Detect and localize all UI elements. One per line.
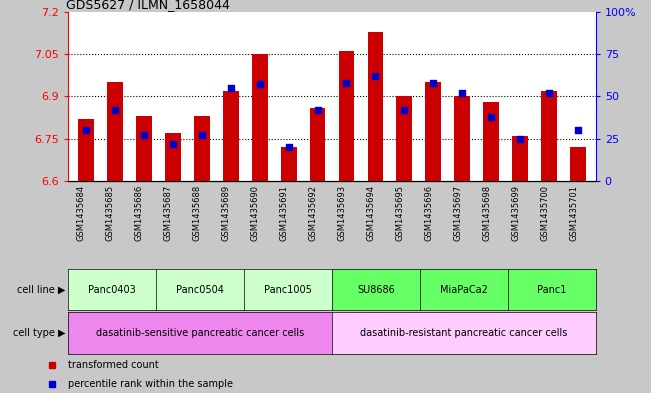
- Text: GSM1435689: GSM1435689: [221, 185, 230, 241]
- Bar: [77, 119, 94, 181]
- Text: GSM1435691: GSM1435691: [279, 185, 288, 241]
- Bar: [310, 108, 326, 181]
- Point: [81, 127, 91, 133]
- Text: Panc0403: Panc0403: [89, 285, 136, 295]
- Bar: [193, 116, 210, 181]
- Point: [370, 73, 381, 79]
- Bar: [542, 91, 557, 181]
- Point: [486, 114, 497, 120]
- Text: MiaPaCa2: MiaPaCa2: [440, 285, 488, 295]
- Bar: [281, 147, 296, 181]
- Point: [457, 90, 467, 96]
- Bar: [368, 31, 383, 181]
- Point: [573, 127, 583, 133]
- Text: cell type ▶: cell type ▶: [13, 328, 66, 338]
- Text: dasatinib-resistant pancreatic cancer cells: dasatinib-resistant pancreatic cancer ce…: [360, 328, 568, 338]
- Bar: [135, 116, 152, 181]
- Text: GSM1435684: GSM1435684: [77, 185, 86, 241]
- Text: GSM1435690: GSM1435690: [251, 185, 260, 241]
- Text: GSM1435701: GSM1435701: [569, 185, 578, 241]
- Point: [399, 107, 409, 113]
- Bar: [339, 51, 354, 181]
- Text: Panc0504: Panc0504: [176, 285, 224, 295]
- Text: percentile rank within the sample: percentile rank within the sample: [68, 379, 233, 389]
- Text: SU8686: SU8686: [357, 285, 395, 295]
- Text: GSM1435695: GSM1435695: [395, 185, 404, 241]
- Point: [283, 144, 294, 150]
- Point: [515, 135, 525, 141]
- Point: [544, 90, 555, 96]
- Bar: [484, 102, 499, 181]
- Bar: [251, 54, 268, 181]
- Point: [139, 132, 149, 138]
- Point: [225, 84, 236, 91]
- Point: [197, 132, 207, 138]
- Text: GSM1435697: GSM1435697: [453, 185, 462, 241]
- Bar: [512, 136, 529, 181]
- Text: GSM1435699: GSM1435699: [511, 185, 520, 241]
- Bar: [223, 91, 238, 181]
- Point: [341, 80, 352, 86]
- Text: GSM1435686: GSM1435686: [135, 185, 144, 241]
- Text: GSM1435688: GSM1435688: [193, 185, 202, 241]
- Point: [312, 107, 323, 113]
- Text: Panc1: Panc1: [537, 285, 566, 295]
- Text: dasatinib-sensitive pancreatic cancer cells: dasatinib-sensitive pancreatic cancer ce…: [96, 328, 304, 338]
- Text: GSM1435696: GSM1435696: [424, 185, 434, 241]
- Text: GSM1435692: GSM1435692: [309, 185, 318, 241]
- Text: GSM1435694: GSM1435694: [367, 185, 376, 241]
- Bar: [107, 82, 122, 181]
- Text: GDS5627 / ILMN_1658044: GDS5627 / ILMN_1658044: [66, 0, 230, 11]
- Point: [109, 107, 120, 113]
- Point: [428, 80, 439, 86]
- Text: GSM1435685: GSM1435685: [105, 185, 115, 241]
- Text: GSM1435700: GSM1435700: [540, 185, 549, 241]
- Text: GSM1435687: GSM1435687: [163, 185, 173, 241]
- Bar: [396, 96, 413, 181]
- Bar: [570, 147, 587, 181]
- Point: [167, 140, 178, 147]
- Bar: [165, 133, 180, 181]
- Text: cell line ▶: cell line ▶: [18, 285, 66, 295]
- Text: Panc1005: Panc1005: [264, 285, 312, 295]
- Bar: [454, 96, 471, 181]
- Text: transformed count: transformed count: [68, 360, 159, 370]
- Bar: [426, 82, 441, 181]
- Text: GSM1435698: GSM1435698: [482, 185, 492, 241]
- Point: [255, 81, 265, 88]
- Text: GSM1435693: GSM1435693: [337, 185, 346, 241]
